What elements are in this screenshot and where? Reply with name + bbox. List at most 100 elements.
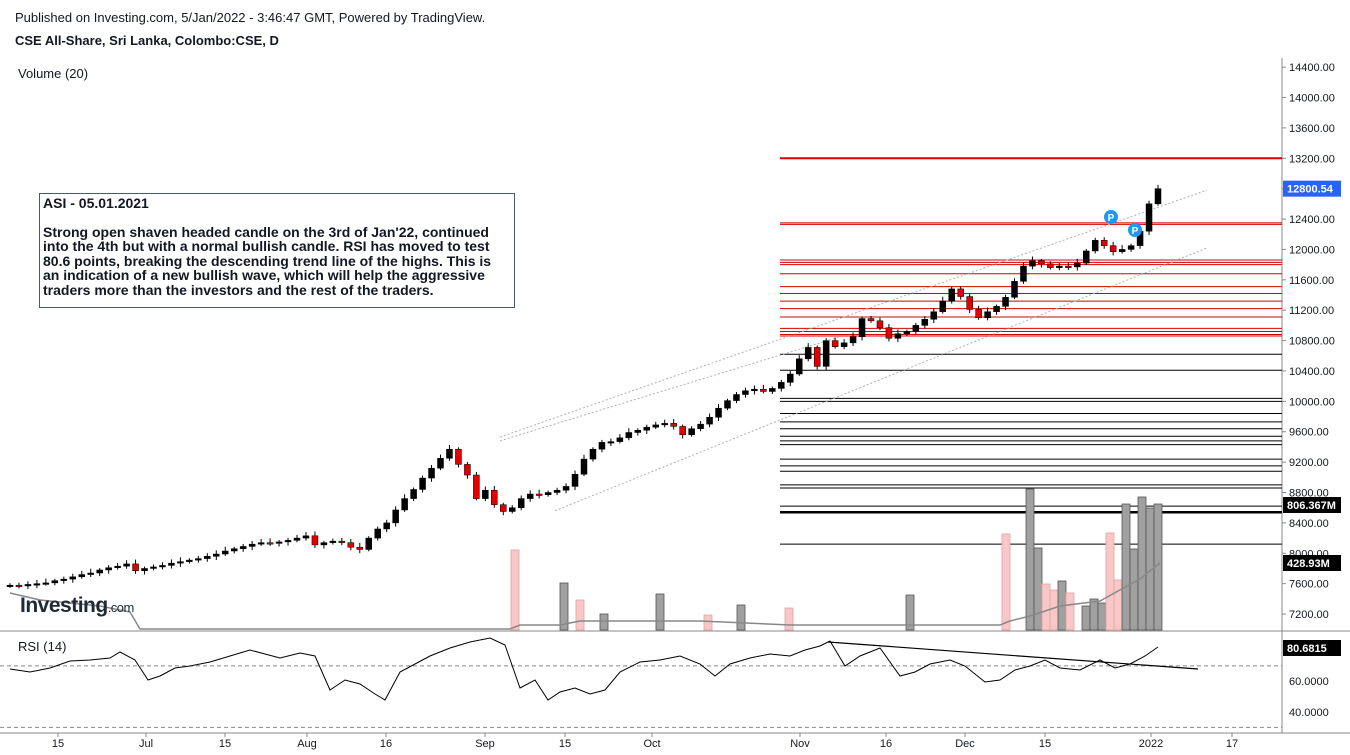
volume-indicator-label[interactable]: Volume (20) bbox=[18, 66, 89, 81]
price-tick-label: 13600.00 bbox=[1289, 123, 1335, 135]
candle-body bbox=[347, 542, 355, 548]
candle-body bbox=[894, 333, 902, 339]
candle-body bbox=[24, 584, 32, 587]
candle-body bbox=[383, 522, 390, 530]
price-tick-label: 10400.00 bbox=[1289, 366, 1335, 378]
candle-body bbox=[222, 550, 229, 555]
candle-body bbox=[840, 342, 848, 347]
candle-body bbox=[132, 563, 139, 571]
note-title: ASI - 05.01.2021 bbox=[43, 195, 149, 211]
candle-body bbox=[428, 467, 435, 479]
candle-body bbox=[993, 306, 1000, 312]
candle-body bbox=[778, 382, 785, 389]
candle-body bbox=[535, 493, 543, 496]
candle-body bbox=[213, 553, 220, 557]
candle-body bbox=[1100, 240, 1108, 246]
candle-body bbox=[1145, 203, 1153, 232]
candle-body bbox=[930, 311, 938, 320]
volume-bar bbox=[703, 614, 713, 631]
candle-body bbox=[275, 541, 283, 544]
candle-body bbox=[302, 535, 310, 539]
volume-bar bbox=[1033, 547, 1043, 631]
time-tick-label: 16 bbox=[380, 738, 392, 750]
candle-body bbox=[957, 288, 964, 297]
candle-body bbox=[293, 537, 301, 541]
candle-body bbox=[177, 561, 184, 564]
rsi-line bbox=[9, 637, 1159, 701]
candle-body bbox=[688, 428, 695, 436]
volume-bar bbox=[510, 549, 520, 631]
candle-body bbox=[186, 559, 193, 562]
volume-tag: 806.367M bbox=[1287, 500, 1336, 512]
time-tick-label: 17 bbox=[1226, 738, 1238, 750]
candle-body bbox=[42, 582, 50, 585]
volume-ma-line bbox=[9, 562, 1161, 630]
channel-trendline bbox=[554, 247, 1208, 512]
candle-body bbox=[78, 574, 85, 578]
volume-bar bbox=[1137, 496, 1147, 631]
candle-body bbox=[1047, 263, 1054, 268]
candle-body bbox=[697, 423, 704, 429]
rsi-indicator-label[interactable]: RSI (14) bbox=[18, 639, 67, 654]
candle-body bbox=[239, 546, 247, 549]
candle-body bbox=[491, 489, 498, 505]
time-tick-label: 15 bbox=[52, 738, 64, 750]
time-tick-label: 15 bbox=[559, 738, 571, 750]
candle-body bbox=[921, 319, 929, 326]
time-tick-label: Aug bbox=[297, 738, 317, 750]
rsi-last-tag: 80.6815 bbox=[1287, 643, 1327, 655]
candle-body bbox=[123, 563, 130, 567]
rsi-last-tag-bg bbox=[1283, 640, 1341, 656]
volume-bar bbox=[1049, 589, 1059, 631]
candle-body bbox=[643, 426, 651, 431]
volume-bar bbox=[1105, 532, 1115, 631]
candle-body bbox=[966, 296, 973, 310]
candle-body bbox=[464, 464, 471, 476]
candle-body bbox=[1065, 265, 1072, 268]
candle-body bbox=[114, 565, 121, 568]
candle-body bbox=[105, 567, 112, 571]
channel-trendline bbox=[499, 189, 1208, 438]
time-tick-label: 16 bbox=[880, 738, 892, 750]
volume-bar bbox=[1025, 488, 1035, 631]
pivot-marker: P bbox=[1128, 223, 1142, 237]
candle-body bbox=[482, 489, 489, 499]
note-body: Strong open shaven headed candle on the … bbox=[43, 223, 492, 298]
candle-body bbox=[589, 448, 597, 460]
candle-body bbox=[392, 509, 399, 524]
candle-body bbox=[248, 543, 256, 547]
candle-body bbox=[885, 327, 893, 339]
price-tick-label: 11600.00 bbox=[1289, 275, 1334, 287]
price-tick-label: 9200.00 bbox=[1289, 457, 1329, 469]
candle-body bbox=[715, 407, 722, 418]
candle-body bbox=[500, 504, 507, 512]
candle-body bbox=[410, 489, 417, 499]
candle-body bbox=[733, 394, 740, 401]
candle-body bbox=[706, 417, 713, 425]
candle-body bbox=[141, 568, 148, 571]
price-tick-label: 10000.00 bbox=[1289, 396, 1335, 408]
rsi-tick-label: 40.0000 bbox=[1289, 707, 1329, 719]
candle-body bbox=[419, 477, 426, 490]
candle-body bbox=[553, 489, 561, 493]
candle-body bbox=[760, 388, 767, 392]
candle-body bbox=[939, 300, 946, 312]
candle-body bbox=[455, 448, 462, 465]
candle-body bbox=[1074, 262, 1081, 268]
time-tick-label: Oct bbox=[643, 738, 660, 750]
annotation-note[interactable]: ASI - 05.01.2021 Strong open shaven head… bbox=[39, 193, 515, 308]
price-tick-label: 8800.00 bbox=[1289, 488, 1329, 500]
rsi-tick-label: 60.0000 bbox=[1289, 676, 1329, 688]
candle-body bbox=[284, 540, 292, 543]
candle-body bbox=[204, 556, 211, 559]
candle-body bbox=[562, 486, 570, 491]
volume-bar bbox=[1121, 503, 1131, 631]
candle-body bbox=[1154, 188, 1162, 205]
volume-bar bbox=[1089, 598, 1099, 631]
candle-body bbox=[903, 331, 911, 334]
volume-bar bbox=[575, 599, 585, 631]
candle-body bbox=[616, 437, 624, 442]
pivot-circle bbox=[1104, 210, 1118, 224]
volume-bar bbox=[1129, 548, 1139, 631]
